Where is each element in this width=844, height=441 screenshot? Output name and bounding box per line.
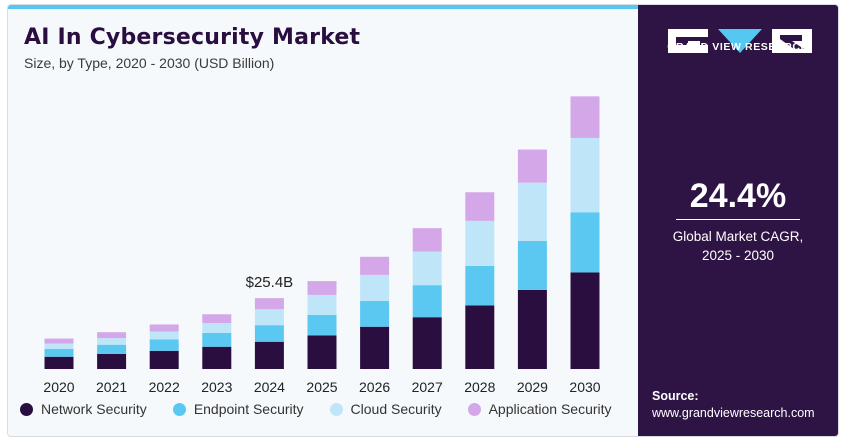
bar-segment-network-security-2027	[412, 317, 442, 369]
legend-item-cloud-security: Cloud Security	[329, 401, 442, 417]
bar-segment-network-security-2028	[465, 305, 495, 369]
bar-segment-cloud-security-2027	[412, 251, 442, 286]
bar-segment-application-security-2027	[412, 228, 442, 252]
x-tick-label-2023: 2023	[201, 379, 232, 395]
chart-title: AI In Cybersecurity Market	[24, 25, 361, 50]
bar-segment-network-security-2021	[97, 354, 127, 369]
cagr-label-line2: 2025 - 2030	[701, 248, 775, 263]
bar-segment-endpoint-security-2030	[570, 212, 600, 273]
bar-segment-endpoint-security-2029	[517, 240, 547, 290]
bar-segment-cloud-security-2026	[360, 274, 390, 301]
bar-segment-cloud-security-2024	[254, 309, 284, 326]
x-tick-label-2028: 2028	[464, 379, 495, 395]
bar-segment-endpoint-security-2028	[465, 265, 495, 306]
bar-segment-network-security-2020	[44, 356, 74, 369]
bar-segment-application-security-2022	[149, 324, 179, 332]
x-tick-label-2029: 2029	[517, 379, 548, 395]
side-panel: GRAND VIEW RESEARCH 24.4% Global Market …	[638, 5, 838, 436]
bar-segment-network-security-2022	[149, 350, 179, 369]
legend-label: Endpoint Security	[193, 401, 304, 417]
stacked-bar-chart: 2020 2021 2022 2023 2024 $25.4B 2025 2026 2027 20…	[43, 96, 601, 395]
bar-segment-cloud-security-2023	[202, 323, 232, 333]
bar-segment-cloud-security-2020	[44, 343, 74, 350]
bar-segment-network-security-2029	[517, 289, 547, 369]
legend-label: Cloud Security	[350, 401, 442, 417]
bar-segment-application-security-2020	[44, 338, 74, 344]
x-tick-label-2025: 2025	[306, 379, 337, 395]
legend-label: Network Security	[41, 401, 147, 417]
value-annotation: $25.4B	[246, 274, 294, 291]
brand-name: GRAND VIEW RESEARCH	[667, 41, 809, 53]
x-tick-label-2027: 2027	[412, 379, 443, 395]
bar-segment-network-security-2030	[570, 272, 600, 369]
x-tick-label-2024: 2024	[254, 379, 285, 395]
chart-subtitle: Size, by Type, 2020 - 2030 (USD Billion)	[24, 55, 275, 71]
accent-bar	[8, 5, 638, 9]
bar-segment-application-security-2023	[202, 314, 232, 324]
source-label: Source:	[652, 389, 699, 403]
cagr-label: Global Market CAGR, 2025 - 2030	[638, 227, 838, 265]
bar-segment-network-security-2026	[360, 326, 390, 369]
bar-segment-endpoint-security-2027	[412, 285, 442, 318]
source-url: www.grandviewresearch.com	[652, 406, 815, 420]
divider	[676, 219, 800, 220]
bar-segment-cloud-security-2028	[465, 220, 495, 266]
bar-segment-cloud-security-2025	[307, 294, 337, 315]
grand-view-research-logo	[668, 29, 812, 53]
chart-legend: Network Security Endpoint Security Cloud…	[20, 401, 612, 417]
x-tick-label-2022: 2022	[149, 379, 180, 395]
legend-swatch	[172, 402, 186, 416]
legend-item-network-security: Network Security	[20, 401, 147, 417]
chart-card: AI In Cybersecurity Market Size, by Type…	[7, 4, 839, 437]
bar-segment-application-security-2021	[97, 332, 127, 339]
x-tick-label-2020: 2020	[43, 379, 74, 395]
bar-segment-application-security-2029	[517, 149, 547, 183]
bar-segment-cloud-security-2021	[97, 338, 127, 345]
legend-label: Application Security	[488, 401, 612, 417]
bar-segment-endpoint-security-2025	[307, 314, 337, 336]
legend-swatch	[329, 402, 343, 416]
bar-segment-application-security-2028	[465, 192, 495, 221]
bar-segment-application-security-2026	[360, 256, 390, 275]
x-tick-label-2026: 2026	[359, 379, 390, 395]
legend-swatch	[20, 402, 33, 416]
bar-segment-endpoint-security-2023	[202, 332, 232, 347]
bar-segment-cloud-security-2029	[517, 182, 547, 241]
legend-item-endpoint-security: Endpoint Security	[172, 401, 304, 417]
bar-segment-application-security-2030	[570, 96, 600, 138]
bar-segment-network-security-2024	[254, 341, 284, 369]
legend-swatch	[467, 402, 481, 416]
bar-segment-endpoint-security-2020	[44, 349, 74, 357]
bar-segment-cloud-security-2022	[149, 331, 179, 340]
cagr-value: 24.4%	[689, 177, 787, 215]
bar-segment-endpoint-security-2021	[97, 344, 127, 355]
bar-segment-cloud-security-2030	[570, 137, 600, 213]
cagr-label-line1: Global Market CAGR,	[672, 229, 804, 244]
x-tick-label-2030: 2030	[569, 379, 600, 395]
bar-segment-endpoint-security-2022	[149, 339, 179, 351]
bar-segment-application-security-2024	[254, 298, 284, 310]
bar-segment-network-security-2025	[307, 335, 337, 369]
bar-segment-application-security-2025	[307, 281, 337, 295]
bar-segment-network-security-2023	[202, 346, 232, 369]
legend-item-application-security: Application Security	[467, 401, 612, 417]
x-tick-label-2021: 2021	[96, 379, 127, 395]
bar-segment-endpoint-security-2024	[254, 325, 284, 342]
bar-segment-endpoint-security-2026	[360, 300, 390, 327]
